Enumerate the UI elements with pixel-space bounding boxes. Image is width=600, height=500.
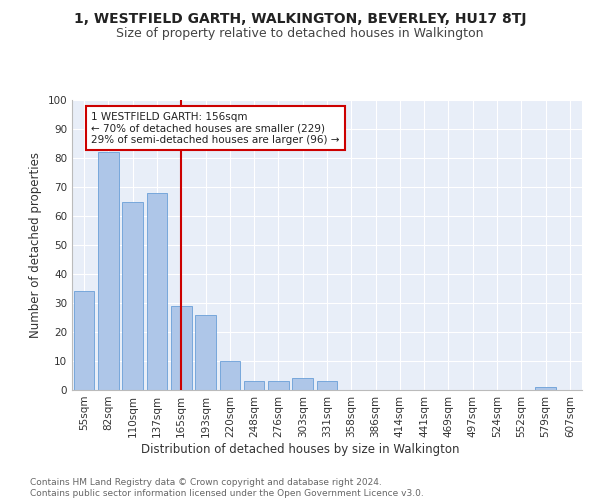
Bar: [171, 306, 191, 390]
Bar: [195, 314, 216, 390]
Bar: [146, 193, 167, 390]
Text: 1, WESTFIELD GARTH, WALKINGTON, BEVERLEY, HU17 8TJ: 1, WESTFIELD GARTH, WALKINGTON, BEVERLEY…: [74, 12, 526, 26]
Text: Distribution of detached houses by size in Walkington: Distribution of detached houses by size …: [141, 442, 459, 456]
Bar: [74, 292, 94, 390]
Text: Contains HM Land Registry data © Crown copyright and database right 2024.
Contai: Contains HM Land Registry data © Crown c…: [30, 478, 424, 498]
Bar: [122, 202, 143, 390]
Bar: [244, 382, 265, 390]
Bar: [535, 387, 556, 390]
Bar: [98, 152, 119, 390]
Text: Size of property relative to detached houses in Walkington: Size of property relative to detached ho…: [116, 28, 484, 40]
Text: 1 WESTFIELD GARTH: 156sqm
← 70% of detached houses are smaller (229)
29% of semi: 1 WESTFIELD GARTH: 156sqm ← 70% of detac…: [91, 112, 340, 145]
Bar: [292, 378, 313, 390]
Bar: [268, 382, 289, 390]
Y-axis label: Number of detached properties: Number of detached properties: [29, 152, 42, 338]
Bar: [317, 382, 337, 390]
Bar: [220, 361, 240, 390]
